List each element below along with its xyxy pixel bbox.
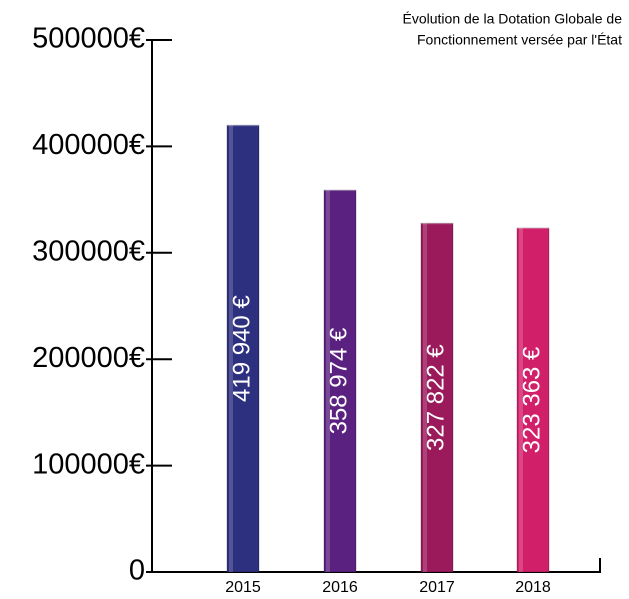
value-label: 327 822 € [422, 344, 449, 451]
bar-highlight [229, 125, 233, 572]
x-tick-label: 2018 [515, 579, 551, 596]
bar-highlight [326, 190, 330, 572]
value-label: 419 940 € [228, 295, 255, 402]
y-tick-label: 200000€ [32, 342, 145, 374]
value-label: 358 974 € [325, 327, 352, 434]
bar-top [324, 188, 356, 192]
x-tick-label: 2015 [225, 579, 261, 596]
bar-top [227, 123, 259, 127]
x-tick-label: 2017 [419, 579, 455, 596]
x-axis [152, 558, 601, 573]
bar [420, 222, 454, 573]
chart-title: Fonctionnement versée par l'État [417, 32, 622, 48]
y-tick-label: 0 [129, 555, 145, 587]
bar [516, 227, 550, 573]
bar [323, 189, 357, 573]
x-tick-label: 2016 [322, 579, 358, 596]
y-tick-label: 400000€ [32, 129, 145, 161]
value-label: 323 363 € [518, 346, 545, 453]
chart-title: Évolution de la Dotation Globale de [403, 11, 623, 27]
y-tick-label: 300000€ [32, 235, 145, 267]
y-tick-label: 500000€ [32, 23, 145, 55]
bar-highlight [423, 223, 427, 572]
bar [226, 124, 260, 573]
bar-highlight [519, 227, 523, 572]
bar-top [517, 225, 549, 229]
y-tick-label: 100000€ [32, 448, 145, 480]
bar-top [421, 221, 453, 225]
